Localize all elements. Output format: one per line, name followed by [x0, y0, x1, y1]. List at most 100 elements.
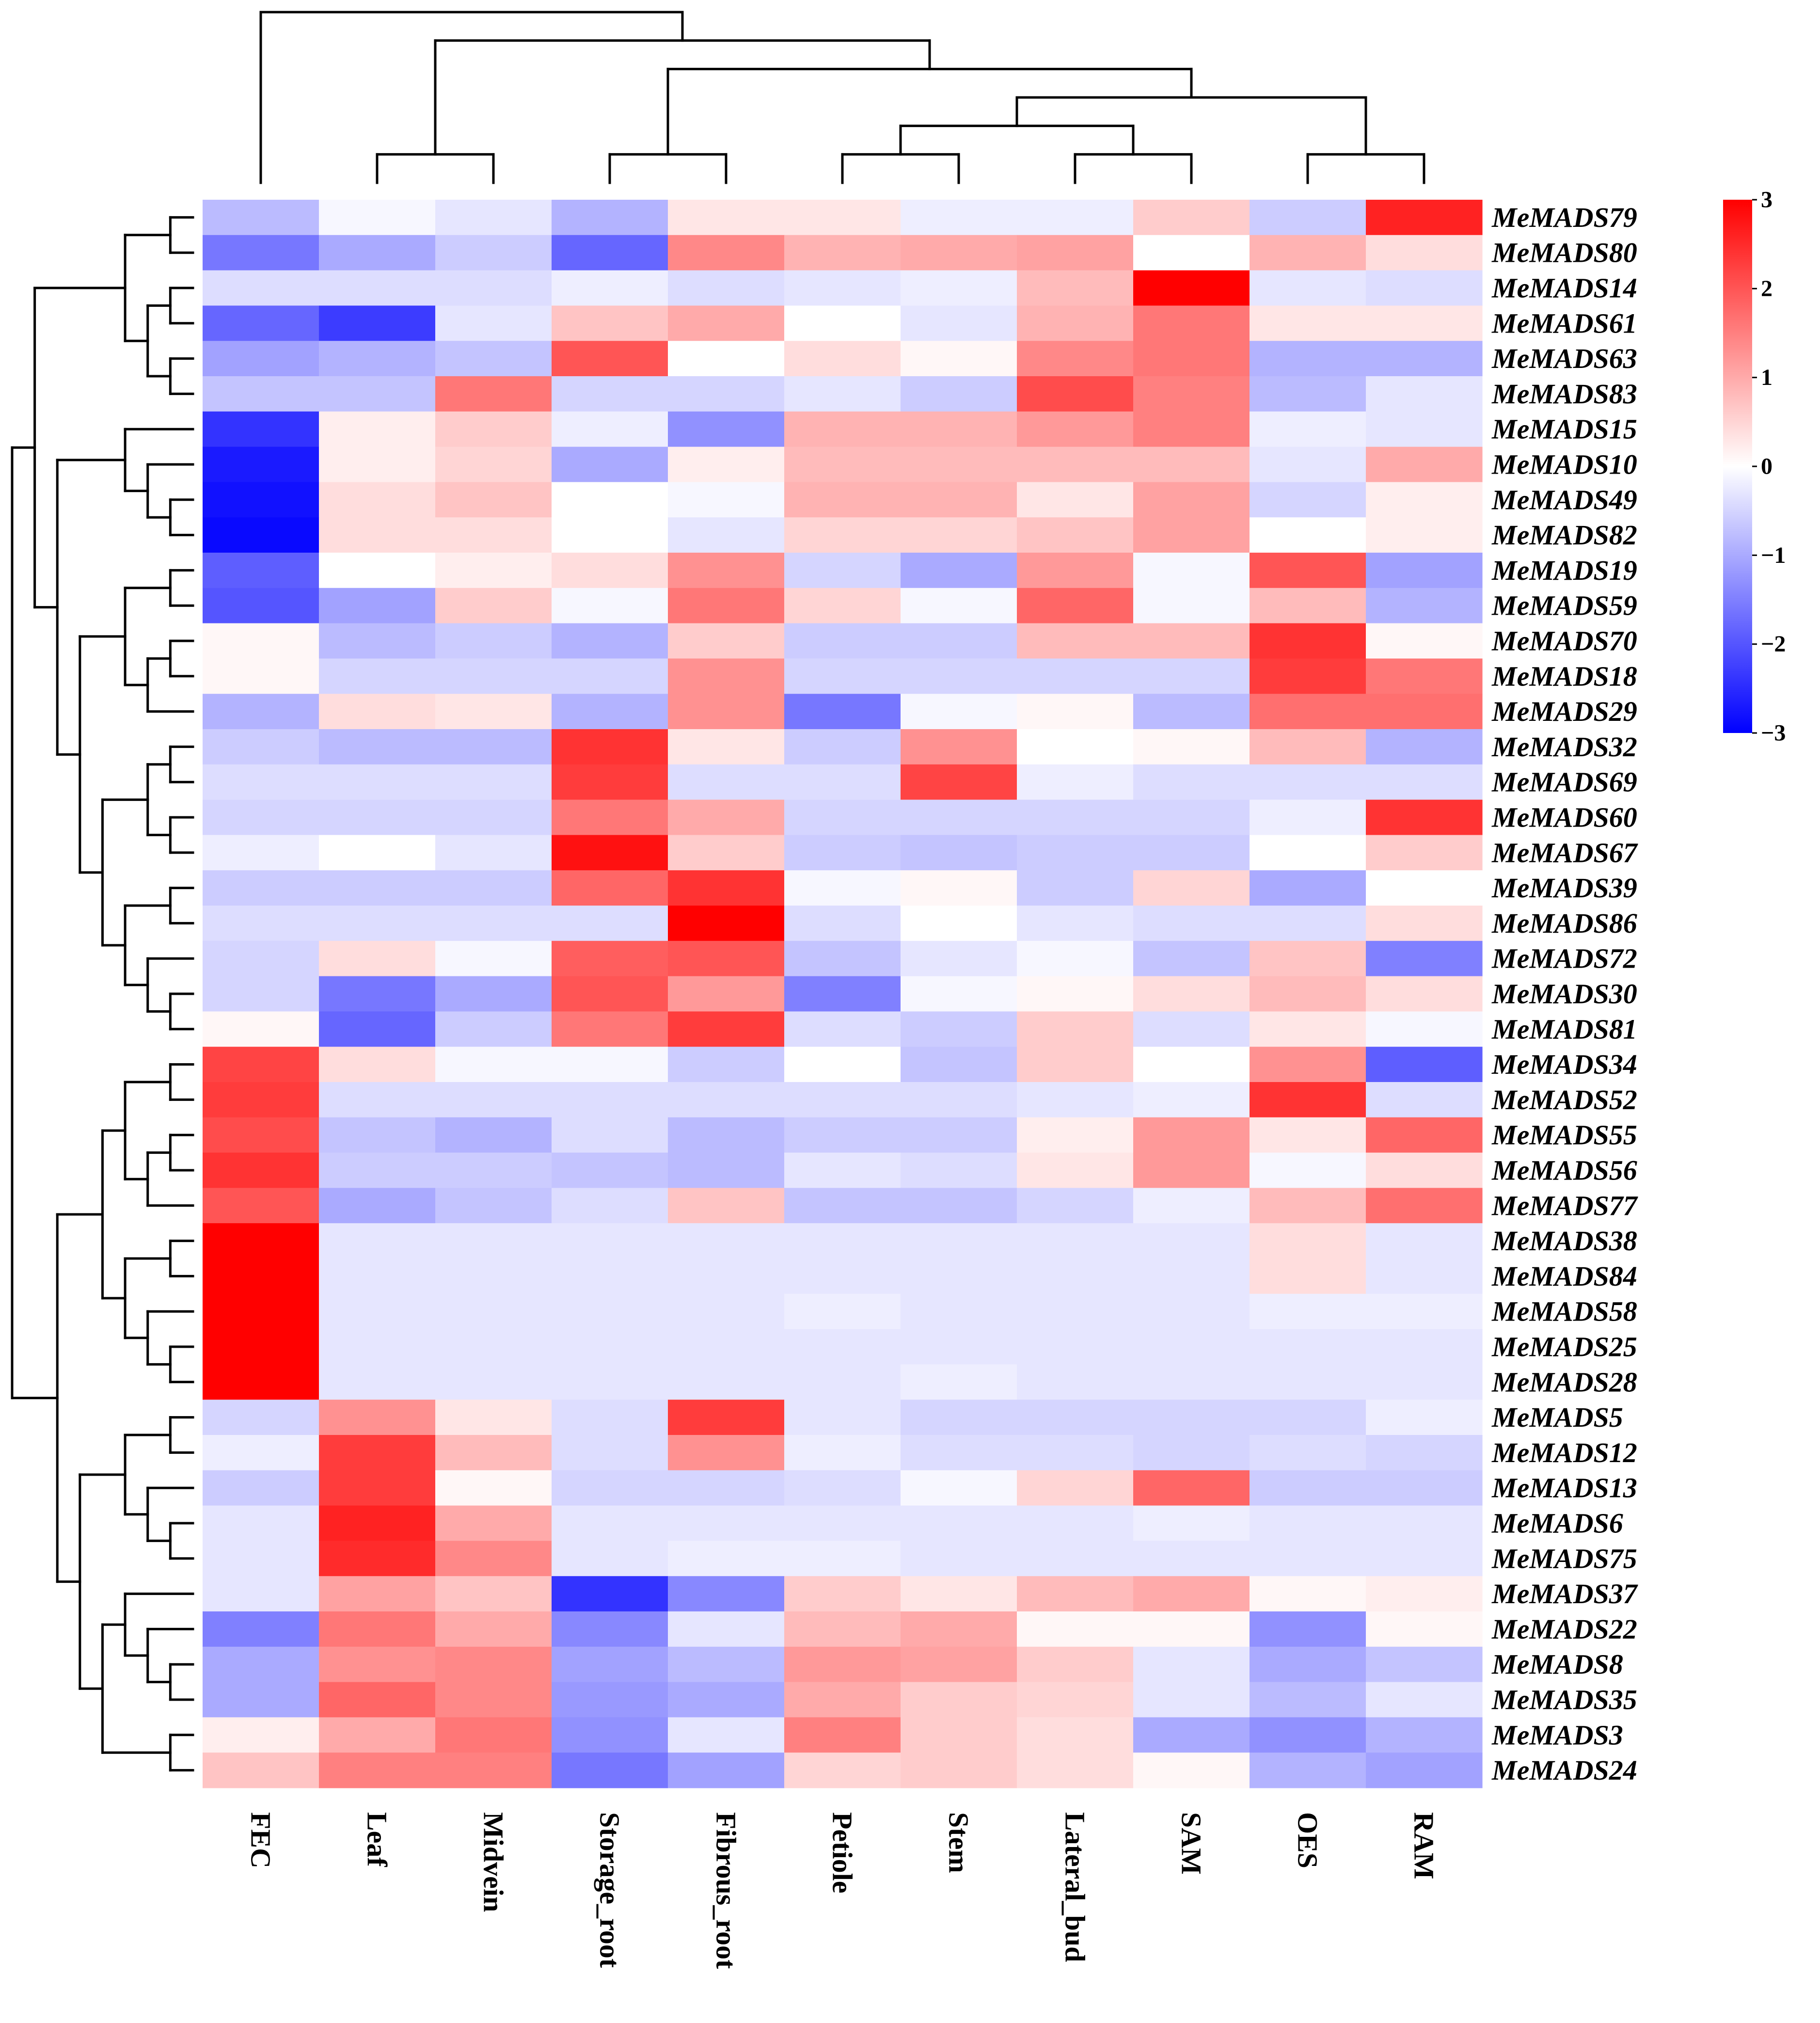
heatmap-cell	[319, 235, 436, 271]
column-dendrogram	[259, 11, 1425, 184]
heatmap-cell	[1366, 1152, 1483, 1188]
heatmap-cell	[1133, 1611, 1250, 1647]
heatmap-cell	[435, 1576, 552, 1612]
heatmap-cell	[552, 799, 668, 835]
heatmap-cell	[901, 694, 1017, 730]
heatmap-cell	[319, 1152, 436, 1188]
heatmap-cell	[1017, 1047, 1134, 1083]
heatmap-cell	[901, 1505, 1017, 1541]
heatmap-cell	[1366, 1082, 1483, 1118]
heatmap-cell	[435, 623, 552, 659]
heatmap-cell	[1250, 835, 1366, 871]
heatmap-cell	[1366, 1717, 1483, 1753]
heatmap-cell	[668, 482, 785, 518]
heatmap-cell	[1133, 235, 1250, 271]
heatmap-cell	[784, 799, 901, 835]
heatmap-cell	[1366, 906, 1483, 941]
heatmap-cell	[435, 200, 552, 236]
heatmap-cell	[668, 1611, 785, 1647]
heatmap-cell	[1366, 1646, 1483, 1683]
heatmap-cell	[203, 376, 319, 412]
heatmap-cell	[552, 976, 668, 1012]
heatmap-cell	[1017, 976, 1134, 1012]
heatmap-cell	[668, 764, 785, 800]
row-label: MeMADS30	[1491, 978, 1637, 1010]
heatmap-cell	[203, 1293, 319, 1330]
heatmap-cell	[435, 1152, 552, 1188]
heatmap-cell	[1017, 553, 1134, 589]
heatmap-cell	[1366, 1223, 1483, 1259]
heatmap-cell	[784, 235, 901, 271]
heatmap-cell	[1250, 588, 1366, 624]
heatmap-cell	[1133, 694, 1250, 730]
heatmap-cell	[1017, 1011, 1134, 1047]
heatmap-cell	[552, 200, 668, 236]
heatmap-cell	[319, 482, 436, 518]
heatmap-cell	[1017, 906, 1134, 941]
heatmap-cell	[319, 658, 436, 694]
heatmap-cell	[319, 1646, 436, 1683]
heatmap-cell	[784, 1364, 901, 1400]
heatmap-cell	[784, 305, 901, 341]
heatmap-cell	[552, 588, 668, 624]
row-label: MeMADS22	[1491, 1613, 1637, 1645]
heatmap-cell	[901, 1752, 1017, 1788]
heatmap-cell	[784, 694, 901, 730]
heatmap-cell	[1250, 729, 1366, 765]
row-dendrogram	[11, 216, 194, 1772]
heatmap-cell	[901, 1470, 1017, 1506]
heatmap-cell	[1250, 623, 1366, 659]
heatmap-cell	[1366, 553, 1483, 589]
heatmap-cell	[784, 1646, 901, 1683]
heatmap-cell	[784, 1223, 901, 1259]
heatmap-cell	[1133, 1188, 1250, 1224]
row-label: MeMADS14	[1491, 272, 1637, 304]
heatmap-cell	[1133, 764, 1250, 800]
heatmap-cell	[668, 1223, 785, 1259]
heatmap-cell	[1017, 376, 1134, 412]
column-label: Stem	[943, 1812, 975, 1873]
heatmap-cell	[319, 976, 436, 1012]
row-label: MeMADS35	[1491, 1684, 1637, 1716]
heatmap-cell	[1133, 940, 1250, 977]
heatmap-cell	[668, 517, 785, 553]
heatmap-cell	[668, 1470, 785, 1506]
row-label: MeMADS25	[1491, 1331, 1637, 1363]
heatmap-cell	[784, 729, 901, 765]
heatmap-cell	[1366, 200, 1483, 236]
heatmap-cell	[668, 1505, 785, 1541]
heatmap-cell	[784, 1082, 901, 1118]
heatmap-cell	[319, 270, 436, 306]
heatmap-cell	[552, 1400, 668, 1435]
heatmap-cell	[552, 1364, 668, 1400]
heatmap-cell	[1366, 1576, 1483, 1612]
heatmap-cell	[901, 1611, 1017, 1647]
heatmap-cell	[901, 1364, 1017, 1400]
heatmap-cell	[784, 1541, 901, 1577]
heatmap-cell	[203, 270, 319, 306]
heatmap-cell	[435, 1082, 552, 1118]
heatmap-cell	[203, 1505, 319, 1541]
heatmap-cell	[319, 1505, 436, 1541]
heatmap-cell	[784, 1329, 901, 1365]
heatmap-cell	[668, 1646, 785, 1683]
heatmap-cell	[1017, 1117, 1134, 1153]
heatmap-cell	[784, 1293, 901, 1330]
heatmap-cell	[319, 446, 436, 482]
heatmap-cell	[1017, 305, 1134, 341]
heatmap-cell	[1366, 940, 1483, 977]
heatmap-cell	[552, 694, 668, 730]
heatmap-cell	[668, 1717, 785, 1753]
heatmap-cell	[1250, 694, 1366, 730]
heatmap-cell	[319, 1117, 436, 1153]
row-label: MeMADS81	[1491, 1013, 1637, 1045]
heatmap-cell	[1250, 376, 1366, 412]
heatmap-cell	[552, 341, 668, 377]
heatmap-cell	[1366, 976, 1483, 1012]
heatmap-cell	[668, 976, 785, 1012]
heatmap-cell	[1017, 1435, 1134, 1471]
heatmap-cell	[435, 1505, 552, 1541]
row-label: MeMADS19	[1491, 555, 1637, 586]
heatmap-cell	[1017, 1152, 1134, 1188]
